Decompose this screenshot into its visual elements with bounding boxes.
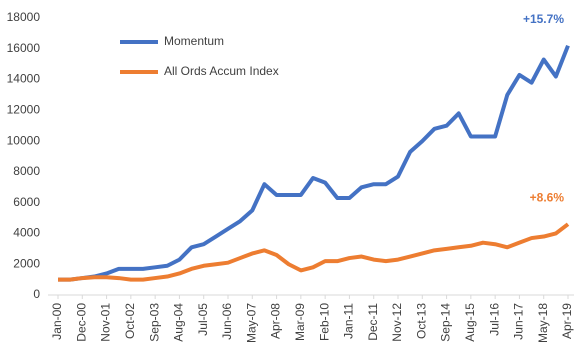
x-tick-label: Aug-15 <box>463 303 477 342</box>
x-tick-label: May-07 <box>244 303 258 343</box>
x-tick-label: Jul-05 <box>196 303 210 336</box>
annotation: +8.6% <box>530 190 565 204</box>
x-tick-label: Apr-08 <box>269 303 283 339</box>
x-tick-label: Feb-10 <box>317 303 331 341</box>
x-tick-label: Nov-01 <box>99 303 113 342</box>
x-tick-label: Apr-19 <box>560 303 574 339</box>
x-tick-label: Oct-13 <box>414 303 428 339</box>
y-tick-label: 2000 <box>13 256 40 270</box>
x-tick-label: Nov-12 <box>390 303 404 342</box>
x-tick-label: Jun-06 <box>220 303 234 340</box>
legend-label: All Ords Accum Index <box>164 64 279 78</box>
x-tick-label: Aug-04 <box>172 303 186 342</box>
x-tick-label: Jan-00 <box>50 303 64 340</box>
series-line <box>58 222 570 282</box>
x-tick-label: May-18 <box>536 303 550 343</box>
legend-label: Momentum <box>164 34 224 48</box>
x-tick-label: Jun-17 <box>512 303 526 340</box>
annotation: +15.7% <box>523 12 564 26</box>
y-tick-label: 4000 <box>13 226 40 240</box>
x-tick-label: Dec-11 <box>366 303 380 341</box>
y-tick-label: 18000 <box>7 10 41 24</box>
y-tick-label: 12000 <box>7 103 41 117</box>
series-line <box>58 44 570 282</box>
x-tick-label: Jan-11 <box>342 303 356 339</box>
x-tick-label: Oct-02 <box>123 303 137 339</box>
x-tick-label: Mar-09 <box>293 303 307 341</box>
x-tick-label: Jul-16 <box>487 303 501 336</box>
y-tick-label: 0 <box>33 287 40 301</box>
y-tick-label: 6000 <box>13 195 40 209</box>
x-tick-label: Sep-03 <box>147 303 161 342</box>
y-tick-label: 8000 <box>13 164 40 178</box>
x-tick-label: Dec-00 <box>74 303 88 342</box>
y-tick-label: 16000 <box>7 41 41 55</box>
x-tick-label: Sep-14 <box>439 303 453 342</box>
y-tick-label: 14000 <box>7 72 41 86</box>
y-tick-label: 10000 <box>7 133 41 147</box>
